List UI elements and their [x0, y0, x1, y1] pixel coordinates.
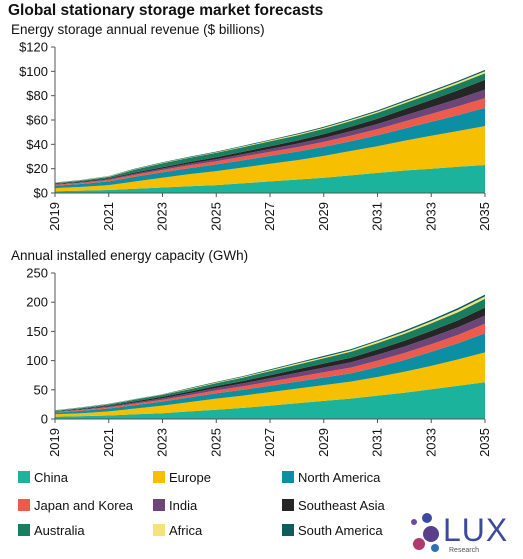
x-tick-label: 2019 — [47, 428, 62, 457]
legend-swatch — [282, 471, 294, 483]
y-tick-label: $0 — [34, 186, 48, 201]
x-tick-label: 2025 — [208, 202, 223, 231]
area-series-europe — [55, 352, 485, 417]
x-tick-label: 2033 — [423, 202, 438, 231]
y-tick-label: $20 — [26, 161, 48, 176]
y-tick-label: 200 — [26, 295, 48, 310]
legend-label: Australia — [34, 523, 85, 538]
logo-subtitle: Research — [449, 547, 479, 554]
legend-item-north-america: North America — [282, 470, 380, 485]
legend-swatch — [282, 499, 294, 511]
lux-logo-mark-icon — [411, 513, 439, 552]
legend-label: India — [169, 498, 198, 513]
legend-swatch — [153, 524, 165, 536]
legend-item-japan-korea: Japan and Korea — [18, 498, 133, 513]
legend-item-south-america: South America — [282, 523, 383, 538]
capacity-area-chart: 0 50 100 150 200 250 2019 2021 2023 2025 2027 2029 2… — [26, 266, 492, 457]
x-tick-label: 2023 — [155, 202, 170, 231]
x-tick-label: 2031 — [370, 202, 385, 231]
x-tick-label: 2029 — [316, 428, 331, 457]
x-tick-label: 2035 — [477, 428, 492, 457]
legend-swatch — [18, 524, 30, 536]
legend-item-southeast-asia: Southeast Asia — [282, 498, 385, 513]
legend-label: China — [34, 470, 68, 485]
x-tick-label: 2025 — [208, 428, 223, 457]
y-tick-label: $100 — [19, 64, 48, 79]
page-title: Global stationary storage market forecas… — [8, 2, 324, 19]
lux-research-logo: LUX Research — [405, 512, 517, 556]
y-tick-label: 100 — [26, 353, 48, 368]
legend-label: North America — [298, 470, 381, 485]
legend-item-australia: Australia — [18, 523, 85, 538]
x-tick-label: 2021 — [101, 428, 116, 457]
x-tick-label: 2021 — [101, 202, 116, 231]
x-tick-label: 2023 — [155, 428, 170, 457]
x-tick-label: 2035 — [477, 202, 492, 231]
legend-item-india: India — [153, 498, 197, 513]
logo-wordmark: LUX — [443, 512, 509, 548]
x-tick-label: 2027 — [262, 428, 277, 457]
legend-label: Japan and Korea — [34, 498, 134, 513]
y-tick-label: 50 — [34, 382, 48, 397]
x-tick-label: 2027 — [262, 202, 277, 231]
x-tick-label: 2029 — [316, 202, 331, 231]
area-series-europe — [55, 126, 485, 192]
legend: China Europe North America Japan and Kor… — [18, 470, 418, 555]
revenue-area-chart: $0 $20 $40 $60 $80 $100 $120 2019 2021 2023 2025 20… — [19, 40, 492, 231]
y-tick-label: 150 — [26, 324, 48, 339]
legend-swatch — [153, 471, 165, 483]
revenue-chart-title: Energy storage annual revenue ($ billion… — [11, 22, 265, 37]
y-tick-label: $60 — [26, 113, 48, 128]
area-series-china — [55, 382, 485, 419]
legend-label: South America — [298, 523, 383, 538]
legend-item-europe: Europe — [153, 470, 211, 485]
x-tick-label: 2031 — [370, 428, 385, 457]
legend-item-africa: Africa — [153, 523, 202, 538]
y-tick-label: $40 — [26, 137, 48, 152]
x-tick-label: 2019 — [47, 202, 62, 231]
y-tick-label: $120 — [19, 40, 48, 55]
legend-item-china: China — [18, 470, 68, 485]
x-tick-label: 2033 — [423, 428, 438, 457]
legend-swatch — [282, 524, 294, 536]
legend-label: Africa — [169, 523, 203, 538]
y-tick-label: 0 — [41, 412, 48, 427]
legend-swatch — [18, 471, 30, 483]
area-series-china — [55, 165, 485, 193]
legend-label: Europe — [169, 470, 211, 485]
y-tick-label: 250 — [26, 266, 48, 281]
legend-swatch — [153, 499, 165, 511]
capacity-chart-title: Annual installed energy capacity (GWh) — [11, 248, 249, 263]
legend-swatch — [18, 499, 30, 511]
legend-label: Southeast Asia — [298, 498, 385, 513]
y-tick-label: $80 — [26, 88, 48, 103]
